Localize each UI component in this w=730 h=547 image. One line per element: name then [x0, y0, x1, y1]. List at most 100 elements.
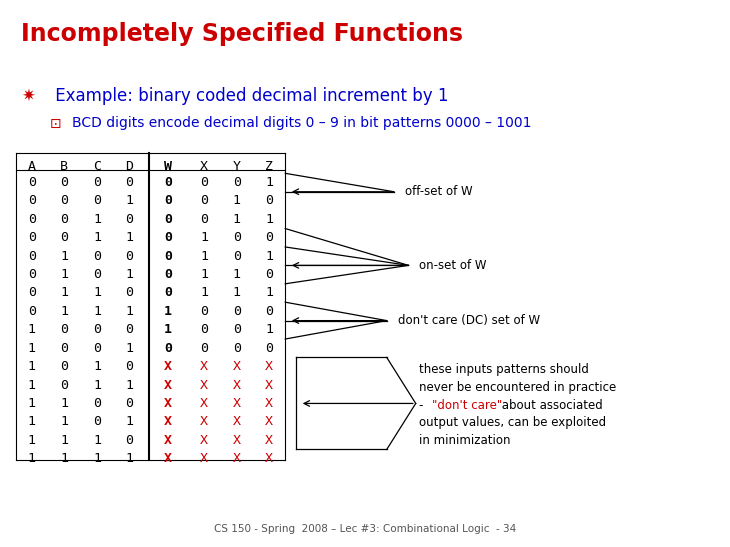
Text: X: X: [266, 452, 273, 465]
Text: X: X: [233, 434, 241, 447]
Text: 0: 0: [233, 305, 241, 318]
Text: 1: 1: [28, 452, 36, 465]
Text: 0: 0: [200, 176, 208, 189]
Text: 0: 0: [126, 287, 134, 300]
Text: C: C: [93, 160, 101, 173]
Text: 1: 1: [28, 397, 36, 410]
Text: 0: 0: [200, 323, 208, 336]
Text: 1: 1: [164, 305, 172, 318]
Text: 1: 1: [266, 213, 273, 226]
Text: 1: 1: [61, 268, 69, 281]
Text: 0: 0: [164, 268, 172, 281]
Text: 1: 1: [61, 452, 69, 465]
Text: off-set of W: off-set of W: [405, 185, 472, 198]
Text: 1: 1: [164, 323, 172, 336]
Text: 1: 1: [126, 305, 134, 318]
Text: Incompletely Specified Functions: Incompletely Specified Functions: [21, 22, 463, 46]
Text: 1: 1: [61, 434, 69, 447]
Text: 0: 0: [93, 194, 101, 207]
Text: 0: 0: [200, 305, 208, 318]
Text: X: X: [266, 434, 273, 447]
Text: X: X: [164, 452, 172, 465]
Text: 0: 0: [28, 176, 36, 189]
Text: 0: 0: [164, 176, 172, 189]
Text: A: A: [28, 160, 36, 173]
Text: 0: 0: [266, 194, 273, 207]
Text: 0: 0: [93, 415, 101, 428]
Text: 1: 1: [200, 249, 208, 263]
Text: Y: Y: [233, 160, 241, 173]
Text: X: X: [164, 434, 172, 447]
Text: 0: 0: [164, 213, 172, 226]
Text: 0: 0: [61, 231, 69, 245]
Text: 1: 1: [61, 415, 69, 428]
Text: 0: 0: [233, 342, 241, 354]
Text: 0: 0: [93, 342, 101, 354]
Text: 0: 0: [126, 213, 134, 226]
Text: 0: 0: [28, 249, 36, 263]
Text: X: X: [233, 415, 241, 428]
Text: X: X: [233, 397, 241, 410]
Text: 0: 0: [266, 268, 273, 281]
Text: Example: binary coded decimal increment by 1: Example: binary coded decimal increment …: [50, 87, 448, 104]
Text: 1: 1: [28, 379, 36, 392]
Text: 1: 1: [61, 249, 69, 263]
Text: X: X: [233, 379, 241, 392]
Text: X: X: [200, 360, 208, 373]
Text: on-set of W: on-set of W: [419, 259, 487, 272]
Text: 0: 0: [61, 176, 69, 189]
Text: 0: 0: [200, 194, 208, 207]
Text: 1: 1: [93, 287, 101, 300]
Text: W: W: [164, 160, 172, 173]
Text: 0: 0: [164, 194, 172, 207]
Text: 0: 0: [233, 176, 241, 189]
Text: X: X: [164, 415, 172, 428]
Text: 0: 0: [28, 213, 36, 226]
Text: 1: 1: [126, 231, 134, 245]
Text: 1: 1: [200, 268, 208, 281]
Text: 0: 0: [93, 397, 101, 410]
Text: 0: 0: [28, 287, 36, 300]
Text: 0: 0: [93, 176, 101, 189]
Text: 0: 0: [126, 397, 134, 410]
Text: 0: 0: [28, 268, 36, 281]
Text: 1: 1: [93, 231, 101, 245]
Text: 1: 1: [61, 397, 69, 410]
Text: 1: 1: [28, 434, 36, 447]
Text: ✷: ✷: [21, 87, 35, 104]
Text: never be encountered in practice: never be encountered in practice: [419, 381, 617, 394]
Text: 0: 0: [93, 268, 101, 281]
Text: X: X: [200, 415, 208, 428]
Text: Z: Z: [266, 160, 273, 173]
Text: X: X: [164, 397, 172, 410]
Text: 1: 1: [28, 360, 36, 373]
Text: 0: 0: [164, 287, 172, 300]
Text: 1: 1: [126, 415, 134, 428]
Text: 1: 1: [266, 249, 273, 263]
Text: X: X: [200, 434, 208, 447]
Text: B: B: [61, 160, 69, 173]
Text: 0: 0: [233, 323, 241, 336]
Text: BCD digits encode decimal digits 0 – 9 in bit patterns 0000 – 1001: BCD digits encode decimal digits 0 – 9 i…: [72, 117, 531, 131]
Text: 0: 0: [126, 323, 134, 336]
Text: 1: 1: [93, 452, 101, 465]
Text: 1: 1: [233, 287, 241, 300]
Text: 1: 1: [126, 379, 134, 392]
Text: 0: 0: [200, 213, 208, 226]
Text: 1: 1: [233, 268, 241, 281]
Text: 1: 1: [28, 323, 36, 336]
Text: 0: 0: [61, 342, 69, 354]
Text: 0: 0: [61, 194, 69, 207]
Text: 0: 0: [28, 305, 36, 318]
Text: 0: 0: [164, 342, 172, 354]
Text: X: X: [200, 452, 208, 465]
Text: 0: 0: [200, 342, 208, 354]
Text: 0: 0: [126, 360, 134, 373]
Text: 1: 1: [266, 323, 273, 336]
Text: 1: 1: [93, 434, 101, 447]
Text: X: X: [266, 360, 273, 373]
Text: these inputs patterns should: these inputs patterns should: [419, 363, 589, 376]
Text: 0: 0: [61, 323, 69, 336]
Text: X: X: [266, 415, 273, 428]
Text: 0: 0: [266, 305, 273, 318]
